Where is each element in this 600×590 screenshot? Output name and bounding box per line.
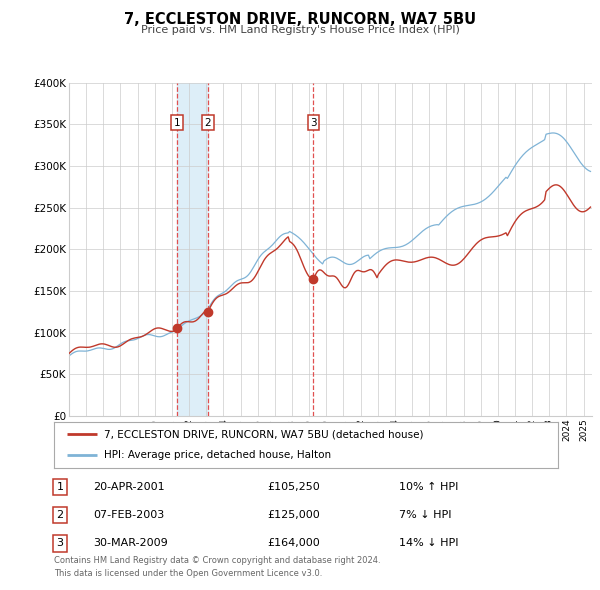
Text: Price paid vs. HM Land Registry's House Price Index (HPI): Price paid vs. HM Land Registry's House … xyxy=(140,25,460,35)
Text: 2: 2 xyxy=(205,117,211,127)
Text: 30-MAR-2009: 30-MAR-2009 xyxy=(93,539,168,548)
Text: HPI: Average price, detached house, Halton: HPI: Average price, detached house, Halt… xyxy=(104,450,332,460)
Text: £125,000: £125,000 xyxy=(267,510,320,520)
Text: 3: 3 xyxy=(56,539,64,548)
Text: £164,000: £164,000 xyxy=(267,539,320,548)
Text: 1: 1 xyxy=(174,117,181,127)
Text: Contains HM Land Registry data © Crown copyright and database right 2024.: Contains HM Land Registry data © Crown c… xyxy=(54,556,380,565)
Text: 7, ECCLESTON DRIVE, RUNCORN, WA7 5BU (detached house): 7, ECCLESTON DRIVE, RUNCORN, WA7 5BU (de… xyxy=(104,430,424,440)
Text: 20-APR-2001: 20-APR-2001 xyxy=(93,482,164,491)
Text: 7, ECCLESTON DRIVE, RUNCORN, WA7 5BU: 7, ECCLESTON DRIVE, RUNCORN, WA7 5BU xyxy=(124,12,476,27)
Text: £105,250: £105,250 xyxy=(267,482,320,491)
Text: 7% ↓ HPI: 7% ↓ HPI xyxy=(399,510,452,520)
Text: 10% ↑ HPI: 10% ↑ HPI xyxy=(399,482,458,491)
Text: 07-FEB-2003: 07-FEB-2003 xyxy=(93,510,164,520)
Bar xyxy=(177,83,208,416)
Text: This data is licensed under the Open Government Licence v3.0.: This data is licensed under the Open Gov… xyxy=(54,569,322,578)
Text: 1: 1 xyxy=(56,482,64,491)
Text: 14% ↓ HPI: 14% ↓ HPI xyxy=(399,539,458,548)
Text: 2: 2 xyxy=(56,510,64,520)
Text: 3: 3 xyxy=(310,117,317,127)
